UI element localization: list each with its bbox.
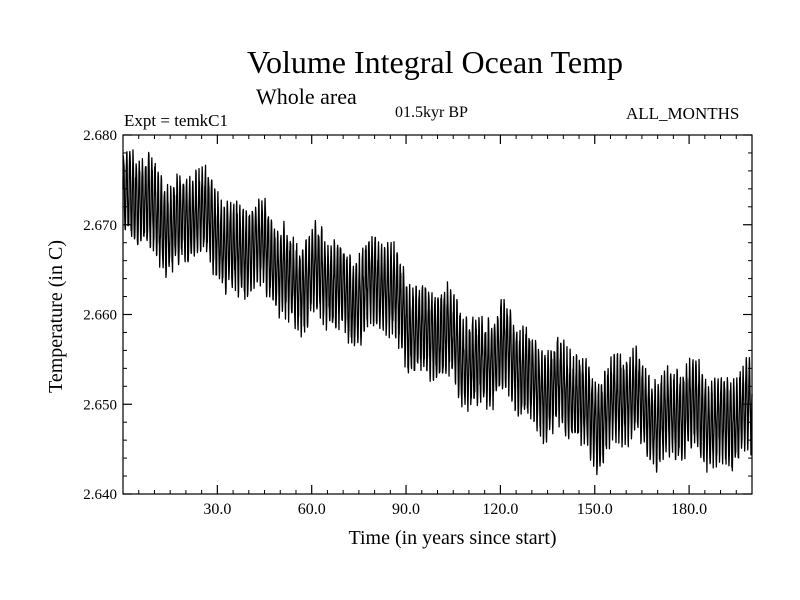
x-axis-label: Time (in years since start) bbox=[348, 527, 556, 549]
x-tick-label: 180.0 bbox=[671, 501, 707, 518]
y-tick-label: 2.670 bbox=[83, 218, 117, 234]
x-tick-label: 150.0 bbox=[577, 501, 613, 518]
chart-subtitle: Whole area bbox=[256, 84, 357, 109]
period-label: 01.5kyr BP bbox=[395, 104, 468, 121]
y-axis-label: Temperature (in C) bbox=[45, 240, 67, 393]
chart-title: Volume Integral Ocean Temp bbox=[246, 44, 623, 80]
y-tick-label: 2.650 bbox=[83, 397, 117, 413]
y-tick-label: 2.680 bbox=[83, 128, 117, 144]
x-tick-label: 60.0 bbox=[298, 501, 326, 518]
experiment-label: Expt = temkC1 bbox=[124, 111, 229, 130]
months-label: ALL_MONTHS bbox=[626, 104, 740, 123]
x-tick-label: 120.0 bbox=[482, 501, 518, 518]
y-tick-label: 2.660 bbox=[83, 308, 117, 324]
y-tick-label: 2.640 bbox=[83, 487, 117, 503]
x-tick-label: 90.0 bbox=[392, 501, 420, 518]
x-tick-label: 30.0 bbox=[203, 501, 231, 518]
temperature-series-line bbox=[122, 149, 753, 476]
